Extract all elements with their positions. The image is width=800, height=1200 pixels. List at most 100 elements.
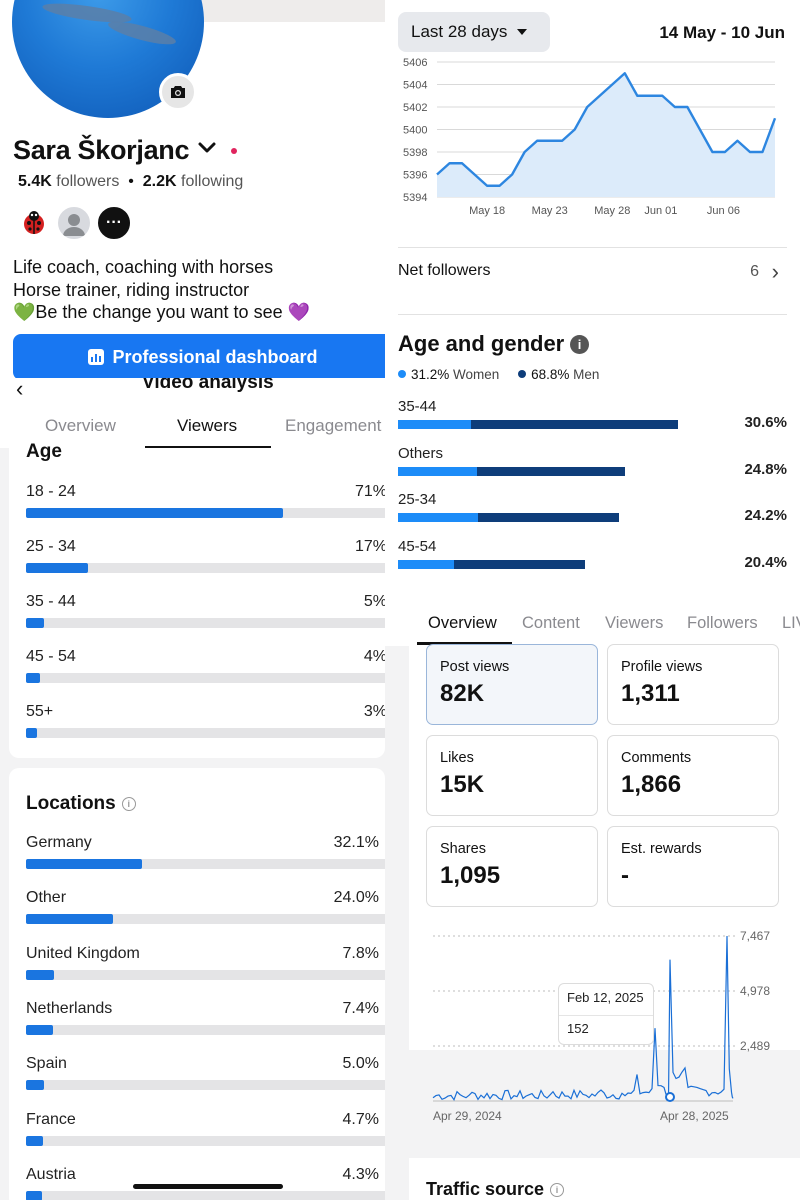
mutual-friends[interactable]: ···: [16, 205, 132, 241]
follow-stats[interactable]: 5.4K followers • 2.2K following: [18, 173, 243, 191]
men-segment: [477, 466, 625, 476]
age-gender-label: 45-54: [398, 537, 437, 555]
location-bar-track: [26, 1080, 385, 1091]
location-row: Spain 5.0%: [26, 1055, 385, 1091]
page-title: Video analysis: [142, 378, 274, 393]
tab-followers[interactable]: Followers: [687, 614, 758, 632]
age-bar-fill: [26, 728, 37, 738]
age-row-label: 55+: [26, 703, 54, 720]
y-tick-label: 5396: [403, 170, 427, 182]
tab-engagement[interactable]: Engagement: [285, 416, 382, 435]
age-bar-track: [26, 673, 385, 683]
age-gender-row: 25-34 24.2%: [398, 491, 787, 527]
tab-overview[interactable]: Overview: [428, 614, 497, 632]
location-row-label: United Kingdom: [26, 944, 140, 962]
gender-legend: 31.2% Women 68.8% Men: [398, 367, 599, 382]
stat-tile[interactable]: Shares 1,095: [426, 826, 598, 907]
dolphin-shape: [106, 17, 178, 49]
camera-icon[interactable]: [159, 73, 197, 111]
stat-tile[interactable]: Profile views 1,311: [607, 644, 779, 725]
location-row-label: Netherlands: [26, 999, 113, 1017]
chart-tooltip: Feb 12, 2025 152: [558, 983, 654, 1045]
location-row-label: Other: [26, 889, 67, 907]
net-followers-label: Net followers: [398, 262, 491, 279]
men-pct: 68.8%: [531, 367, 570, 382]
legend-dot-women: [398, 370, 406, 378]
age-row-label: 25 - 34: [26, 538, 76, 555]
friend-avatar-more[interactable]: ···: [96, 205, 132, 241]
location-row: Germany 32.1%: [26, 834, 385, 869]
info-icon[interactable]: i: [570, 335, 589, 354]
net-followers-row[interactable]: Net followers 6 ›: [398, 259, 787, 284]
location-row-percent: 5.0%: [342, 1055, 379, 1073]
highlighted-point[interactable]: [665, 1092, 675, 1102]
active-tab-indicator: [417, 642, 512, 645]
following-count: 2.2K: [142, 173, 177, 190]
dashboard-icon: [88, 349, 105, 365]
professional-dashboard-button[interactable]: Professional dashboard: [13, 334, 385, 378]
location-row-label: Spain: [26, 1055, 67, 1073]
friend-avatar-ladybug[interactable]: [16, 205, 52, 241]
women-segment: [398, 513, 478, 522]
info-icon[interactable]: i: [550, 1183, 565, 1198]
x-tick-label: May 28: [594, 205, 630, 217]
caret-down-icon: [517, 29, 528, 35]
legend-dot-men: [518, 370, 527, 378]
tab-viewers[interactable]: Viewers: [177, 416, 238, 435]
chevron-right-icon[interactable]: ›: [771, 259, 779, 284]
age-row-label: 45 - 54: [26, 648, 76, 665]
y-tick-label: 5398: [403, 147, 427, 159]
x-tick-label: Jun 01: [644, 205, 677, 217]
stat-tile-value: 15K: [440, 771, 485, 798]
profile-name-row[interactable]: Sara Škorjanc: [13, 135, 238, 166]
locations-title-text: Locations: [26, 793, 116, 814]
men-label: Men: [573, 367, 600, 382]
info-icon[interactable]: i: [121, 796, 136, 811]
stat-tile[interactable]: Comments 1,866: [607, 735, 779, 816]
chevron-down-icon[interactable]: [197, 141, 217, 160]
stat-tile-value: -: [621, 862, 629, 889]
location-bar-track: [26, 1135, 385, 1146]
traffic-source-title-text: Traffic source: [426, 1179, 545, 1199]
stat-tile[interactable]: Est. rewards -: [607, 826, 779, 907]
divider: [398, 247, 787, 248]
men-segment: [470, 420, 678, 429]
y-tick-label: 5406: [403, 57, 427, 69]
stat-tile-label: Comments: [621, 750, 692, 766]
series-line: [436, 72, 777, 187]
tab-overview[interactable]: Overview: [45, 416, 116, 435]
net-followers-value: 6: [750, 263, 759, 280]
age-title: Age: [26, 441, 62, 462]
friend-avatar-default[interactable]: [56, 205, 92, 241]
age-row-percent: 3%: [363, 703, 385, 720]
location-bar-fill: [26, 1135, 43, 1146]
age-gender-percent: 24.2%: [744, 507, 787, 524]
location-bar-fill: [26, 1024, 53, 1035]
age-row: 35 - 44 5%: [26, 593, 385, 628]
tab-live[interactable]: LIV: [782, 614, 800, 632]
men-segment: [477, 513, 620, 522]
location-bar-track: [26, 1024, 385, 1035]
stat-tile[interactable]: Likes 15K: [426, 735, 598, 816]
age-bar-track: [26, 508, 385, 518]
stat-tile[interactable]: Post views 82K: [426, 644, 598, 725]
video-analysis-panel: ‹ Video analysis Overview Viewers Engage…: [0, 378, 385, 1200]
location-bar-fill: [26, 1190, 42, 1200]
back-icon[interactable]: ‹: [16, 378, 24, 401]
y-tick-label: 5400: [403, 125, 427, 137]
locations-title: Locations i: [26, 793, 136, 815]
overview-body: Post views 82K Profile views 1,311 Likes 15K C…: [409, 644, 800, 1123]
cover-photo[interactable]: [200, 0, 385, 22]
age-bar-fill: [26, 563, 88, 573]
tooltip-separator: [559, 1015, 653, 1016]
tab-content[interactable]: Content: [522, 614, 580, 632]
location-row-percent: 7.4%: [342, 999, 379, 1017]
stats-separator: •: [128, 173, 134, 190]
location-row-percent: 4.3%: [342, 1165, 379, 1183]
tab-viewers[interactable]: Viewers: [605, 614, 664, 632]
age-gender-bar: [398, 466, 625, 476]
women-pct: 31.2%: [411, 367, 450, 382]
age-row: 45 - 54 4%: [26, 648, 385, 683]
date-range-dropdown[interactable]: Last 28 days: [398, 12, 550, 52]
tooltip-value: 152: [567, 1021, 589, 1036]
